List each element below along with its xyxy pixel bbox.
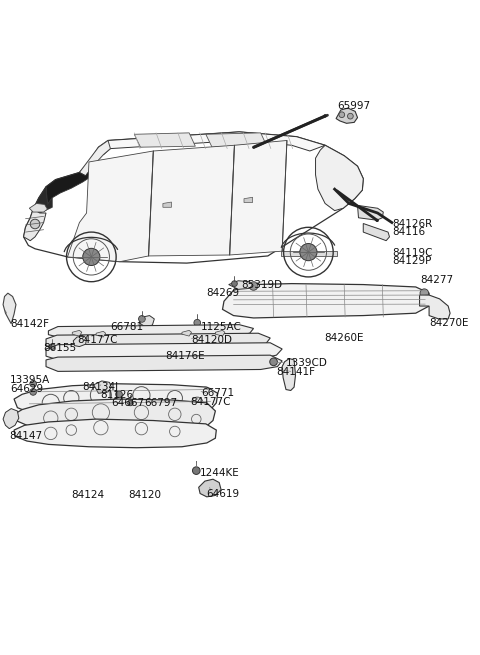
Polygon shape — [336, 108, 358, 123]
Text: 65997: 65997 — [337, 101, 370, 111]
Text: 81126: 81126 — [100, 390, 133, 400]
Text: 84116: 84116 — [392, 227, 425, 237]
Text: 84270E: 84270E — [429, 318, 468, 328]
Circle shape — [128, 400, 133, 405]
Polygon shape — [46, 355, 282, 371]
Polygon shape — [46, 343, 282, 360]
Polygon shape — [420, 295, 450, 319]
Text: 13395A: 13395A — [10, 375, 50, 385]
Polygon shape — [281, 251, 337, 256]
Polygon shape — [191, 394, 205, 403]
Polygon shape — [68, 151, 153, 261]
Text: 84277: 84277 — [420, 275, 454, 285]
Text: 84119C: 84119C — [392, 248, 432, 257]
Polygon shape — [14, 399, 216, 434]
Text: 64629: 64629 — [10, 384, 43, 394]
Text: 84129P: 84129P — [392, 256, 431, 266]
Circle shape — [139, 316, 145, 322]
Text: 1244KE: 1244KE — [200, 468, 240, 477]
Polygon shape — [134, 133, 195, 147]
Polygon shape — [282, 358, 296, 390]
Text: 85319D: 85319D — [241, 280, 283, 290]
Circle shape — [270, 358, 277, 365]
Polygon shape — [14, 419, 216, 448]
Text: 84141F: 84141F — [276, 367, 315, 377]
Polygon shape — [103, 132, 325, 155]
Polygon shape — [3, 293, 16, 324]
Polygon shape — [229, 281, 252, 290]
Circle shape — [192, 467, 200, 474]
Polygon shape — [223, 284, 429, 318]
Circle shape — [116, 391, 122, 398]
Text: 84147: 84147 — [9, 431, 42, 441]
Polygon shape — [3, 409, 19, 428]
Text: 66781: 66781 — [110, 322, 144, 333]
Polygon shape — [96, 331, 106, 337]
Polygon shape — [182, 330, 192, 336]
Circle shape — [339, 112, 345, 118]
Text: 84142F: 84142F — [10, 319, 49, 329]
Polygon shape — [48, 325, 253, 337]
Text: 1339CD: 1339CD — [286, 358, 328, 368]
Circle shape — [30, 388, 36, 395]
Circle shape — [300, 244, 317, 261]
Polygon shape — [200, 387, 213, 399]
Circle shape — [231, 281, 237, 286]
Polygon shape — [24, 209, 46, 240]
Text: 1125AC: 1125AC — [201, 322, 242, 331]
Polygon shape — [199, 479, 221, 497]
Text: 66771: 66771 — [201, 388, 234, 398]
Polygon shape — [315, 145, 363, 211]
Polygon shape — [29, 204, 48, 212]
Polygon shape — [244, 197, 252, 202]
Circle shape — [30, 381, 36, 387]
Text: 64667: 64667 — [111, 398, 144, 408]
Circle shape — [49, 344, 55, 350]
Polygon shape — [216, 330, 225, 336]
Text: 84126R: 84126R — [392, 219, 432, 229]
Polygon shape — [358, 206, 384, 220]
Text: 86155: 86155 — [44, 343, 77, 354]
Text: 84176E: 84176E — [165, 351, 205, 361]
Text: 84134J: 84134J — [83, 382, 119, 392]
Circle shape — [348, 113, 353, 119]
Text: 66797: 66797 — [144, 398, 177, 408]
Polygon shape — [149, 145, 234, 256]
Polygon shape — [94, 381, 111, 394]
Polygon shape — [46, 333, 270, 349]
Text: 64619: 64619 — [206, 489, 239, 498]
Text: 84177C: 84177C — [191, 397, 231, 407]
Circle shape — [83, 248, 100, 265]
Text: 84124: 84124 — [72, 491, 105, 500]
Text: 84120: 84120 — [129, 491, 162, 500]
Text: 84269: 84269 — [206, 288, 239, 298]
Polygon shape — [72, 330, 82, 336]
Text: 84120D: 84120D — [192, 335, 232, 345]
Polygon shape — [230, 140, 287, 255]
Polygon shape — [33, 187, 52, 213]
Polygon shape — [73, 336, 86, 346]
Circle shape — [249, 282, 258, 290]
Polygon shape — [139, 316, 154, 327]
Polygon shape — [14, 384, 218, 421]
Polygon shape — [206, 133, 267, 147]
Polygon shape — [163, 202, 171, 207]
Polygon shape — [363, 223, 389, 240]
Polygon shape — [46, 165, 98, 204]
Polygon shape — [79, 140, 110, 176]
Circle shape — [194, 320, 201, 326]
Text: 84260E: 84260E — [324, 333, 364, 343]
Circle shape — [30, 219, 40, 229]
Text: 84177C: 84177C — [77, 335, 118, 345]
Circle shape — [420, 289, 429, 297]
